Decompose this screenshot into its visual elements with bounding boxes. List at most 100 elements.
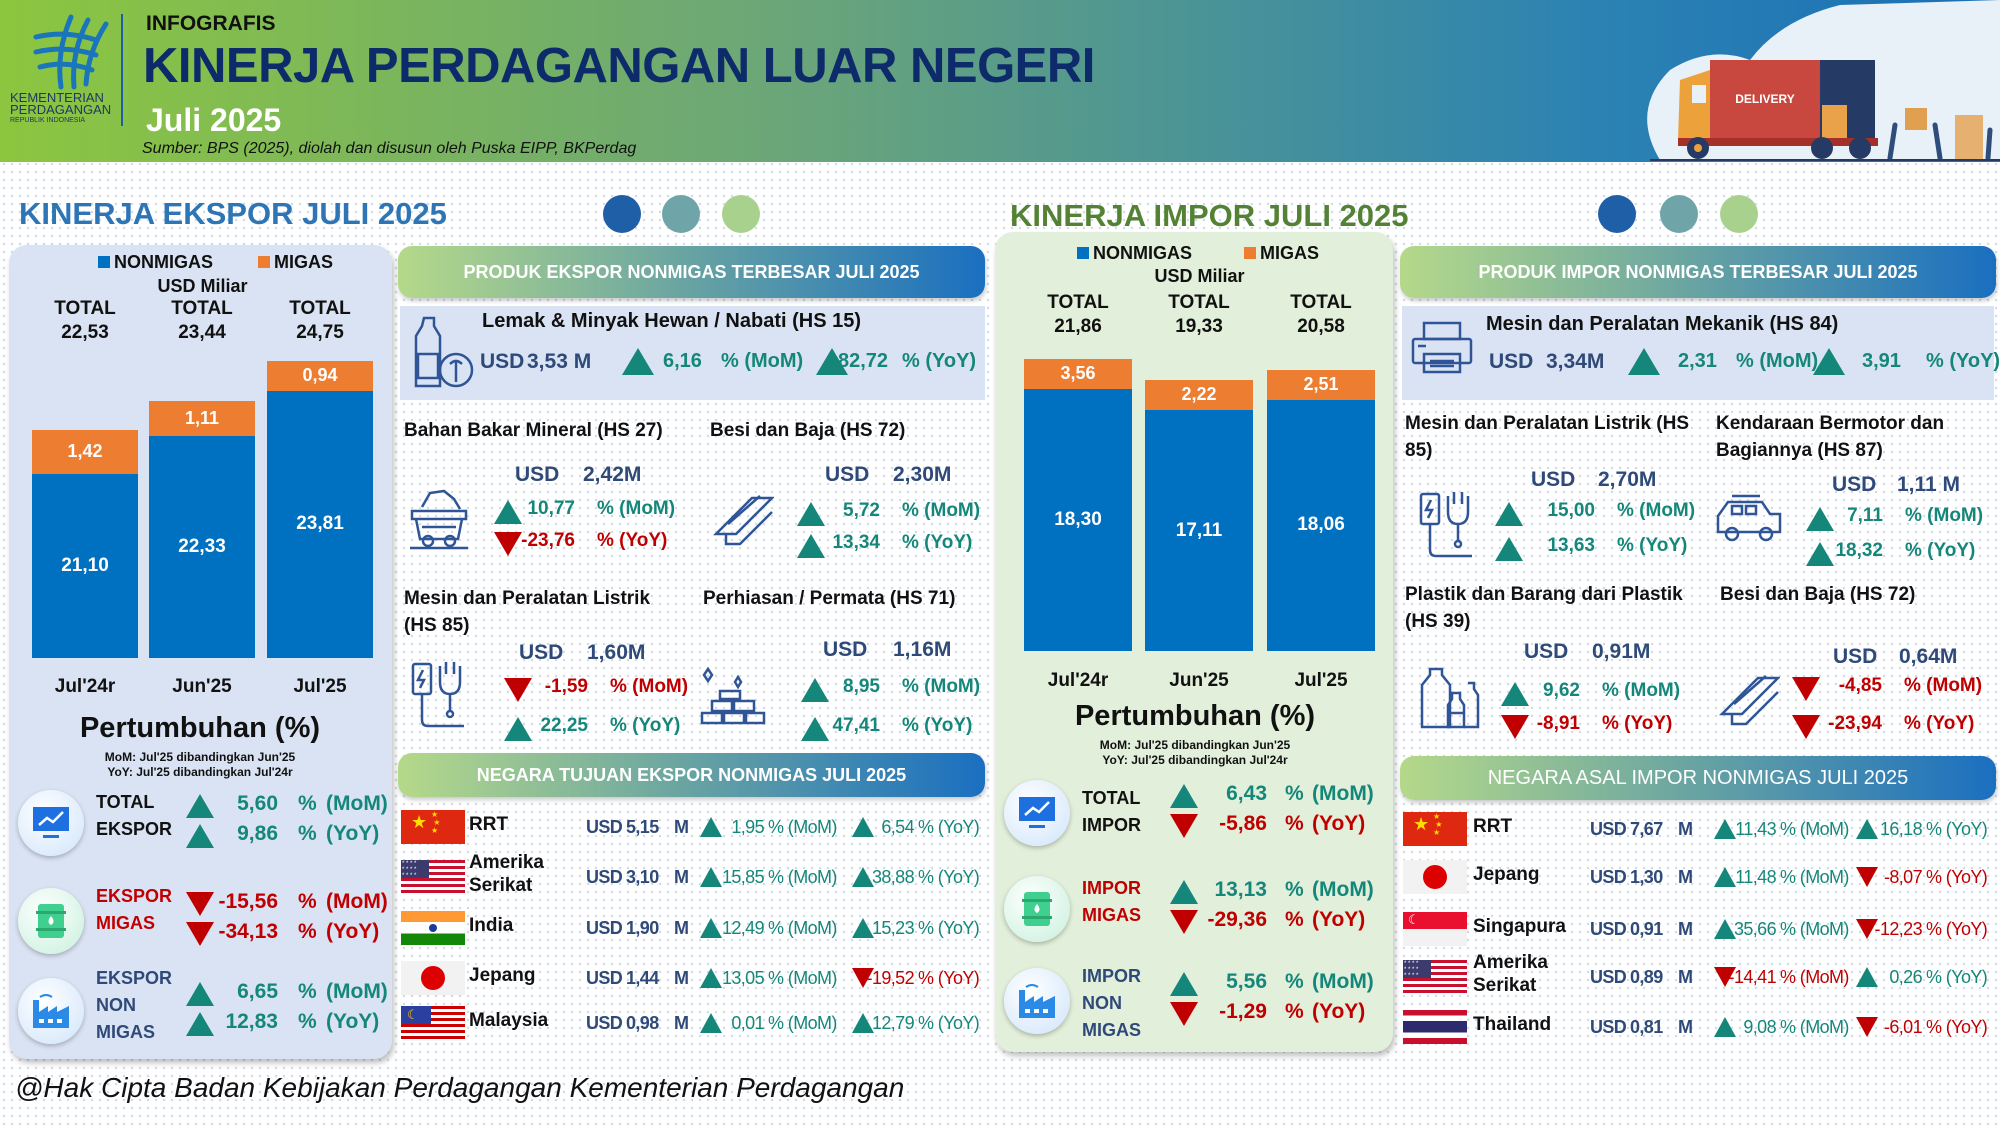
car-icon xyxy=(1714,492,1784,549)
triangle-up-icon xyxy=(1714,1017,1736,1037)
featured-yoy-tag: % (YoY) xyxy=(902,350,977,372)
triangle-up-icon xyxy=(1170,880,1198,904)
country-yoy-value: -6,01 xyxy=(1883,1017,1923,1037)
bar-migas xyxy=(149,401,255,436)
product-value: 1,16M xyxy=(893,638,952,661)
product-yoy-tag: % (YoY) xyxy=(1617,535,1688,556)
country-yoy-value: 6,54 xyxy=(881,817,914,837)
country-mom-value: 11,43 xyxy=(1735,819,1776,839)
country-mom-tag: % (MoM) xyxy=(768,1013,837,1033)
triangle-down-icon xyxy=(1792,715,1820,739)
percent-sign: % xyxy=(1285,878,1304,901)
percent-sign: % xyxy=(298,980,317,1003)
flag-malaysia-icon: ☾ xyxy=(401,1006,465,1040)
featured-product-name: Lemak & Minyak Hewan / Nabati (HS 15) xyxy=(482,310,862,332)
flag-singapore-icon: ☾ xyxy=(1403,912,1467,946)
triangle-up-icon xyxy=(1628,348,1660,375)
product-currency: USD xyxy=(519,641,564,664)
country-unit: M xyxy=(1678,919,1693,939)
bar-migas xyxy=(1145,380,1253,411)
country-value: 5,15 xyxy=(626,817,659,837)
kemendag-logo-icon xyxy=(33,14,109,90)
bar-label-nonmigas: 18,06 xyxy=(1297,514,1345,536)
triangle-down-icon xyxy=(1792,677,1820,701)
triangle-up-icon xyxy=(1813,348,1845,375)
growth-label: IMPOR xyxy=(1082,815,1142,835)
product-name: Besi dan Baja (HS 72) xyxy=(710,420,906,441)
country-yoy-tag: % (YoY) xyxy=(1926,967,1988,987)
featured-yoy-value: 82,72 xyxy=(838,350,889,372)
chart-unit-label: USD Miliar xyxy=(157,276,248,296)
featured-product-name: Mesin dan Peralatan Mekanik (HS 84) xyxy=(1486,313,1839,335)
flag-japan-icon xyxy=(1403,860,1467,894)
triangle-up-icon xyxy=(1714,919,1736,939)
flag-japan-icon xyxy=(401,961,465,995)
country-mom-value: 0,01 xyxy=(731,1013,764,1033)
product-yoy-value: 22,25 xyxy=(540,715,588,736)
growth-yoy-tag: (YoY) xyxy=(1312,1000,1366,1023)
bar-label-migas: 0,94 xyxy=(302,364,338,385)
chart-total-value: 19,33 xyxy=(1175,316,1223,337)
percent-sign: % xyxy=(1285,1000,1304,1023)
legend-swatch-migas xyxy=(1244,247,1256,259)
triangle-up-icon xyxy=(801,717,829,741)
country-currency: USD xyxy=(586,918,623,938)
product-yoy-tag: % (YoY) xyxy=(1905,540,1976,561)
product-name: 85) xyxy=(1405,440,1433,461)
triangle-down-icon xyxy=(1714,967,1736,987)
country-unit: M xyxy=(674,968,689,988)
legend-label-migas: MIGAS xyxy=(274,252,334,272)
growth-label: IMPOR xyxy=(1082,966,1142,986)
country-unit: M xyxy=(674,817,689,837)
country-currency: USD xyxy=(1590,919,1627,939)
product-yoy-value: -23,94 xyxy=(1828,713,1882,734)
delivery-truck-illustration-icon: DELIVERY xyxy=(1647,0,2000,161)
growth-yoy-value: -29,36 xyxy=(1207,908,1267,931)
triangle-up-icon xyxy=(186,982,214,1006)
percent-sign: % xyxy=(298,890,317,913)
growth-label: EKSPOR xyxy=(96,968,173,988)
country-unit: M xyxy=(674,1013,689,1033)
product-value: 0,91M xyxy=(1592,640,1651,663)
country-name: Serikat xyxy=(1473,975,1537,996)
header-banner: KEMENTERIAN PERDAGANGAN REPUBLIK INDONES… xyxy=(0,0,2000,162)
country-mom-value: 12,49 xyxy=(721,918,765,938)
country-currency: USD xyxy=(586,1013,623,1033)
country-value: 0,89 xyxy=(1630,967,1663,987)
featured-product-currency: USD xyxy=(480,350,525,373)
growth-label: MIGAS xyxy=(96,1022,156,1042)
product-yoy-value: 13,63 xyxy=(1547,535,1595,556)
decorative-dot xyxy=(1598,195,1636,233)
country-currency: USD xyxy=(586,817,623,837)
percent-sign: % xyxy=(298,1010,317,1033)
steel-beam-icon xyxy=(712,490,776,553)
growth-note-yoy: YoY: Jul'25 dibandingkan Jul'24r xyxy=(1102,753,1288,767)
percent-sign: % xyxy=(1285,782,1304,805)
featured-mom-value: 6,16 xyxy=(663,350,702,372)
bar-migas xyxy=(267,360,373,391)
triangle-up-icon xyxy=(622,348,654,375)
product-currency: USD xyxy=(1832,473,1877,496)
import-products-header: PRODUK IMPOR NONMIGAS TERBESAR JULI 2025 xyxy=(1400,246,1996,298)
country-yoy-tag: % (YoY) xyxy=(1926,1017,1988,1037)
percent-sign: % xyxy=(298,920,317,943)
country-currency: USD xyxy=(1590,867,1627,887)
product-mom-value: -4,85 xyxy=(1838,675,1882,696)
export-section-title: KINERJA EKSPOR JULI 2025 xyxy=(19,196,447,231)
electric-plug-icon xyxy=(1418,490,1476,567)
header-period: Juli 2025 xyxy=(146,102,282,138)
import-featured-product-box xyxy=(1402,306,1994,400)
country-yoy-tag: % (YoY) xyxy=(918,918,980,938)
featured-product-value: 3,34M xyxy=(1546,350,1605,373)
growth-mom-value: 6,43 xyxy=(1226,782,1267,805)
product-name: Plastik dan Barang dari Plastik xyxy=(1405,584,1683,605)
chart-total-value: 22,53 xyxy=(61,322,109,343)
product-currency: USD xyxy=(823,638,868,661)
printer-icon xyxy=(1410,320,1474,381)
oil-barrel-icon xyxy=(1004,876,1070,942)
country-currency: USD xyxy=(1590,967,1627,987)
chart-total-prefix: TOTAL xyxy=(289,298,351,319)
country-mom-tag: % (MoM) xyxy=(1780,967,1849,987)
growth-mom-tag: (MoM) xyxy=(326,890,388,913)
country-unit: M xyxy=(1678,967,1693,987)
